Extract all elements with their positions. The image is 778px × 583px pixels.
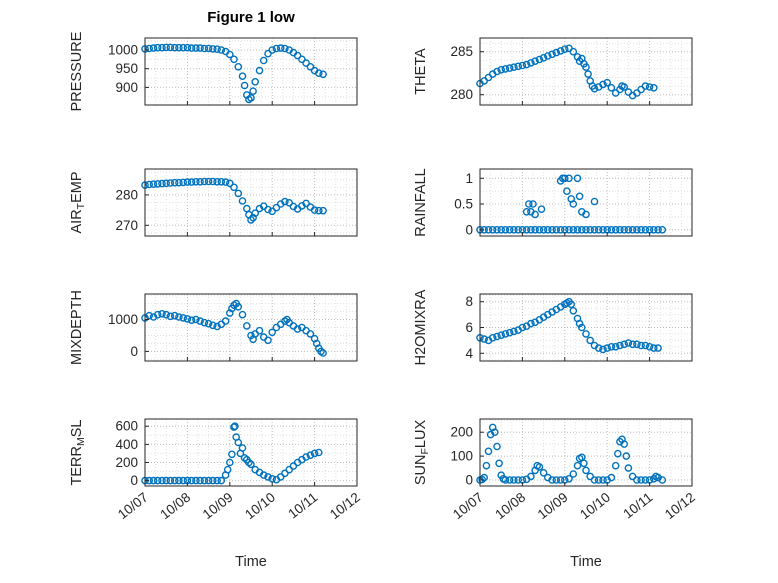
y-tick-label: 950 [115, 61, 138, 76]
y-tick-label: 200 [115, 455, 138, 470]
plot-box [144, 168, 358, 237]
y-axis-label: SUNFLUX [413, 420, 431, 486]
x-tick-label: 10/12 [327, 490, 363, 523]
y-tick-label: 1 [465, 171, 473, 186]
axis-ticks [144, 194, 358, 236]
y-tick-label: 0 [465, 473, 473, 488]
chart-rainfall: 0 0.5 1 RAINFALL [413, 168, 693, 237]
chart-terr-msl: 0 200 400 600 10/07 10/08 10/09 10/10 10/11 10/12… [69, 418, 363, 523]
grid-minor [480, 419, 692, 486]
y-tick-label: 400 [115, 437, 138, 452]
y-tick-label: 4 [465, 346, 473, 361]
y-axis-label: TERRMSL [69, 420, 87, 486]
axis-ticks [479, 51, 693, 105]
chart-pressure: 900 950 1000 PRESSURE [69, 31, 358, 111]
x-tick-label: 10/09 [200, 490, 236, 523]
x-tick-label: 10/08 [492, 490, 528, 523]
y-tick-label: 280 [450, 87, 473, 102]
x-tick-label: 10/12 [662, 490, 698, 523]
y-tick-label: 285 [450, 44, 473, 59]
y-tick-label: 200 [450, 425, 473, 440]
y-axis-label: H2OMIXRA [413, 289, 429, 365]
plot-box [144, 37, 358, 106]
x-tick-label: 10/11 [285, 490, 320, 522]
y-tick-label: 0 [130, 344, 138, 359]
scatter-series [141, 177, 327, 224]
x-axis-label: Time [235, 554, 267, 570]
axis-ticks [144, 319, 358, 361]
y-tick-label: 0 [465, 222, 473, 237]
chart-mixdepth: 0 1000 MIXDEPTH [69, 290, 358, 365]
chart-sun-flux: 0 100 200 10/07 10/08 10/09 10/10 10/11 10/12 SUN… [413, 418, 698, 523]
plot-box [479, 168, 693, 237]
x-tick-label: 10/08 [157, 490, 193, 523]
y-tick-label: 900 [115, 80, 138, 95]
chart-h2omixra: 4 6 8 H2OMIXRA [413, 289, 693, 365]
y-axis-label: RAINFALL [413, 168, 429, 237]
y-axis-label: MIXDEPTH [69, 290, 85, 365]
plot-box [144, 293, 358, 362]
axis-ticks [144, 425, 358, 486]
chart-air-temp: 270 280 AIRTEMP [69, 168, 358, 237]
scatter-series [476, 44, 658, 100]
chart-theta: 280 285 THETA [413, 37, 693, 106]
grid-minor [480, 294, 692, 361]
y-tick-label: 6 [465, 320, 473, 335]
figure-title: Figure 1 low [207, 9, 295, 26]
x-tick-label: 10/09 [535, 490, 571, 523]
plot-box [479, 418, 693, 487]
y-axis-label: PRESSURE [69, 31, 85, 111]
plot-box [144, 418, 358, 487]
x-tick-label: 10/11 [620, 490, 655, 522]
axis-ticks [479, 431, 693, 486]
x-tick-label: 10/07 [115, 490, 151, 523]
grid-minor [145, 169, 357, 236]
x-tick-label: 10/10 [242, 490, 278, 523]
axis-ticks [479, 177, 693, 236]
grid-minor [480, 169, 692, 236]
y-tick-label: 0 [130, 473, 138, 488]
y-axis-label: AIRTEMP [69, 171, 87, 233]
grid-minor [145, 419, 357, 486]
y-tick-label: 1000 [108, 43, 138, 58]
scatter-series [476, 423, 667, 484]
scatter-series [141, 422, 323, 485]
x-tick-label: 10/07 [450, 490, 486, 523]
x-tick-label: 10/10 [577, 490, 613, 523]
y-tick-label: 1000 [108, 312, 138, 327]
y-tick-label: 100 [450, 449, 473, 464]
grid-minor [145, 294, 357, 361]
y-tick-label: 270 [115, 218, 138, 233]
scatter-series [141, 43, 327, 104]
plot-box [479, 37, 693, 106]
y-tick-label: 280 [115, 187, 138, 202]
axis-ticks [479, 301, 693, 361]
scatter-series [476, 297, 662, 354]
y-tick-label: 0.5 [454, 197, 473, 212]
x-axis-label: Time [570, 554, 602, 570]
y-tick-label: 8 [465, 294, 473, 309]
scatter-series [141, 299, 327, 357]
y-tick-label: 600 [115, 419, 138, 434]
scatter-series [476, 174, 667, 234]
axis-ticks [144, 49, 358, 105]
y-axis-label: THETA [413, 48, 429, 95]
